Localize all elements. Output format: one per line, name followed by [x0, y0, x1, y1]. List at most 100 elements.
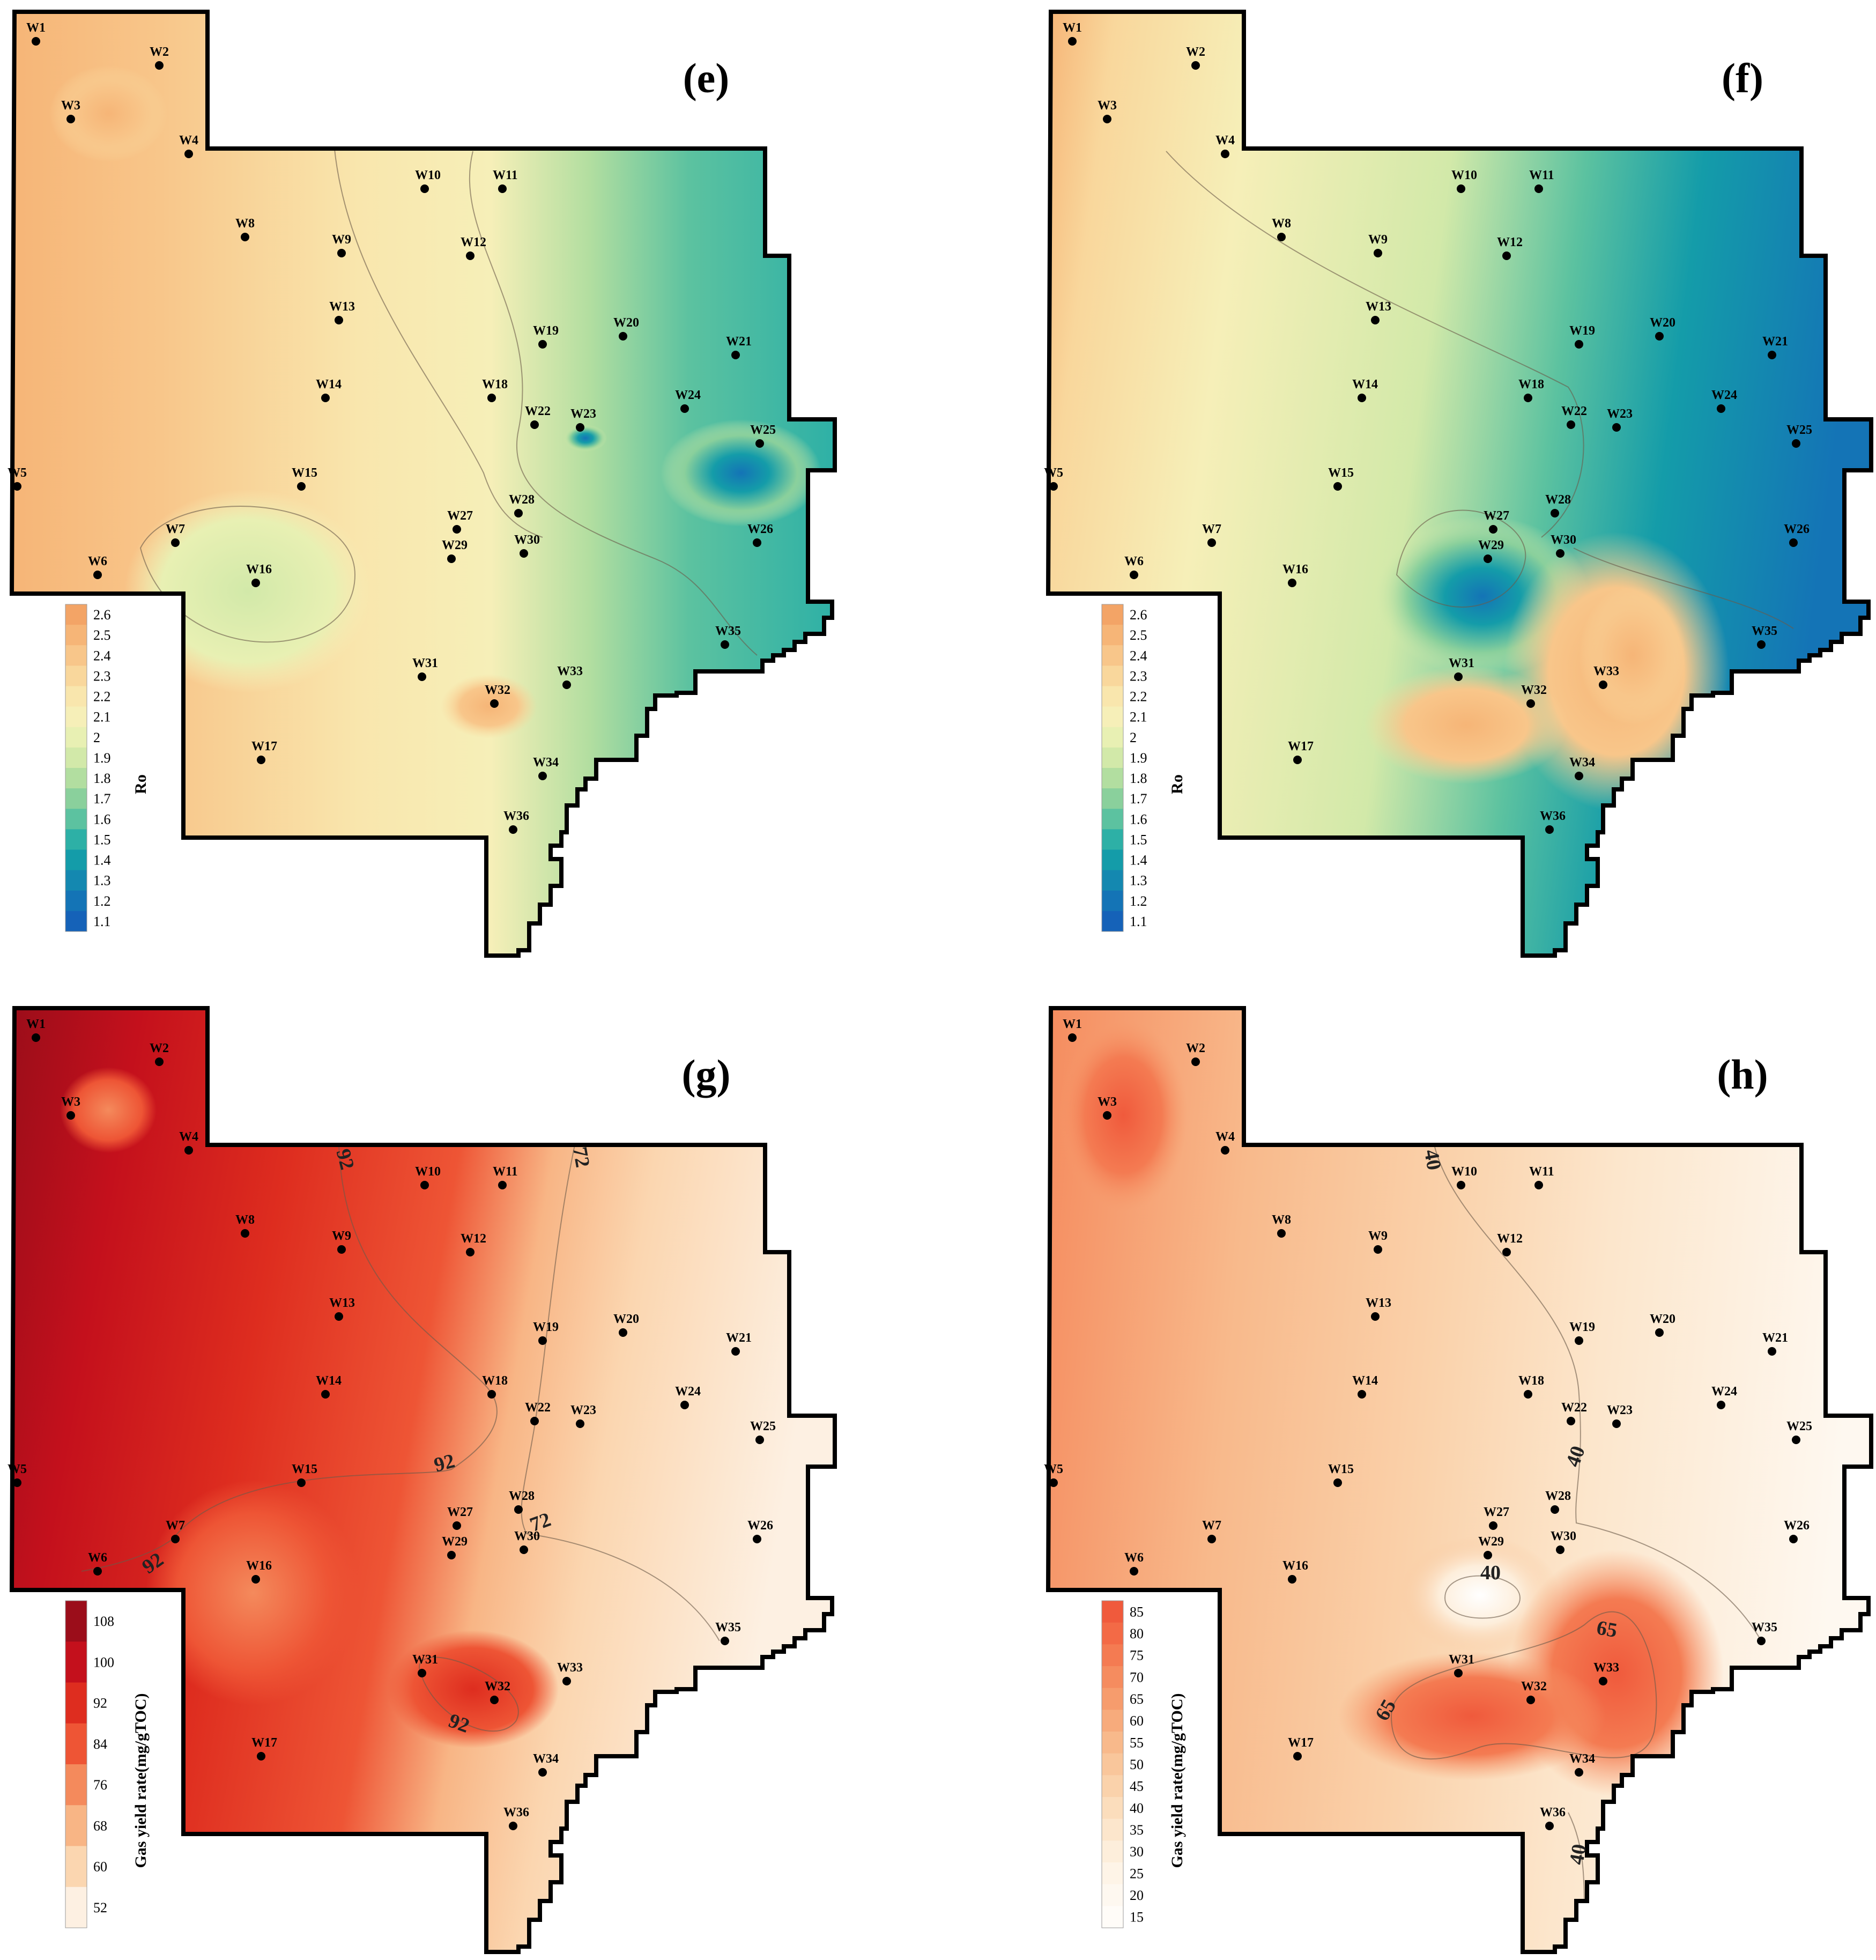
colorbar: 2.6 2.5 2.4 2.3 2.2 2.1 2 1.9 1.8 1.7 1.6 1.5 1.4 1.3…: [1101, 604, 1186, 932]
well-label: W10: [1451, 168, 1477, 182]
colorbar-tick-label: 30: [1130, 1844, 1144, 1860]
well-marker: [530, 1417, 539, 1425]
well-marker: [1358, 1390, 1366, 1399]
contour-line: [81, 1144, 498, 1572]
colorbar-tick-label: 45: [1130, 1779, 1144, 1794]
well-label: W12: [1497, 1232, 1523, 1246]
colorbar-swatch: [65, 747, 87, 768]
well-label: W28: [1545, 493, 1571, 507]
well-label: W35: [715, 1621, 741, 1634]
contour-label: 40: [1480, 1562, 1501, 1584]
colorbar-tick-label: 20: [1130, 1888, 1144, 1903]
well-label: W6: [1124, 1551, 1144, 1565]
colorbar-swatch: [65, 829, 87, 850]
well-marker: [1567, 1417, 1575, 1425]
well-label: W3: [1098, 99, 1117, 113]
colorbar-tick-label: 2.4: [1130, 648, 1147, 663]
well-marker: [1575, 340, 1583, 349]
well-label: W24: [675, 388, 701, 402]
colorbar-swatch: [65, 1601, 87, 1642]
well-marker: [453, 1521, 461, 1530]
well-marker: [297, 1478, 306, 1487]
panel-e: (e) W1 W2 W3 W4 W5 W6 W7 W8 W9 W10 W11 W12 W13 W14 W15 W…: [8, 12, 837, 961]
well-label: W21: [1762, 335, 1788, 349]
well-marker: [297, 482, 306, 491]
well-label: W25: [750, 1419, 776, 1433]
well-marker: [321, 1390, 330, 1399]
colorbar-tick-label: 1.8: [93, 771, 111, 786]
well-marker: [1768, 1347, 1776, 1356]
well-marker: [1333, 482, 1342, 491]
well-marker: [241, 233, 249, 241]
well-marker: [755, 439, 764, 448]
well-label: W7: [1202, 522, 1221, 536]
well-label: W35: [1752, 624, 1777, 638]
well-marker: [538, 340, 547, 349]
colorbar-swatch: [65, 1805, 87, 1846]
well-label: W32: [1521, 683, 1547, 697]
well-marker: [447, 1551, 456, 1559]
well-marker: [337, 249, 346, 257]
well-label: W11: [493, 1165, 518, 1179]
colorbar-tick-label: 1.1: [93, 914, 111, 929]
well-marker: [1526, 1696, 1535, 1704]
well-marker: [93, 571, 102, 579]
well-marker: [32, 1033, 40, 1042]
well-label: W6: [88, 554, 107, 568]
well-marker: [1333, 1478, 1342, 1487]
well-marker: [1524, 1390, 1532, 1399]
colorbar-swatch: [65, 870, 87, 891]
well-marker: [418, 1669, 426, 1677]
well-label: W22: [1561, 404, 1587, 418]
field-anomaly: [49, 65, 167, 162]
colorbar-tick-label: 25: [1130, 1866, 1144, 1881]
well-marker: [1288, 1575, 1296, 1584]
colorbar-swatch: [1102, 890, 1123, 912]
well-label: W17: [251, 739, 277, 753]
well-label: W33: [557, 664, 583, 678]
well-label: W21: [726, 1331, 752, 1345]
well-marker: [93, 1567, 102, 1576]
well-label: W30: [514, 1529, 540, 1543]
contour-line: [1444, 1575, 1521, 1619]
well-label: W20: [613, 316, 639, 330]
well-label: W1: [1063, 21, 1082, 35]
colorbar-swatch: [1102, 829, 1123, 850]
well-label: W25: [1786, 1419, 1812, 1433]
well-marker: [1293, 756, 1302, 764]
well-label: W34: [533, 756, 559, 770]
well-label: W5: [1044, 466, 1063, 480]
well-marker: [1049, 482, 1058, 491]
contour-line: [1573, 548, 1794, 629]
well-label: W22: [525, 404, 551, 418]
colorbar-swatch: [1102, 1601, 1123, 1623]
well-marker: [13, 1478, 21, 1487]
well-marker: [514, 509, 523, 517]
colorbar-tick-label: 35: [1130, 1822, 1144, 1838]
well-label: W17: [1288, 739, 1314, 753]
well-label: W18: [482, 378, 508, 391]
contour-line: [1166, 151, 1584, 538]
colorbar-tick-label: 75: [1130, 1648, 1144, 1663]
well-marker: [66, 115, 75, 123]
well-marker: [1551, 1505, 1559, 1514]
colorbar-tick-label: 1.9: [1130, 750, 1147, 766]
well-marker: [487, 394, 496, 402]
well-label: W12: [461, 235, 486, 249]
well-label: W5: [1044, 1462, 1063, 1476]
colorbar-swatch: [1102, 1840, 1123, 1863]
colorbar-swatch: [65, 1764, 87, 1806]
well-marker: [509, 1822, 517, 1830]
colorbar-tick-label: 1.3: [93, 873, 111, 889]
well-marker: [755, 1436, 764, 1444]
well-marker: [538, 1336, 547, 1345]
well-label: W13: [1366, 300, 1391, 314]
well-label: W22: [1561, 1401, 1587, 1415]
colorbar-title: Gas yield rate(mg/gTOC): [1168, 1693, 1186, 1868]
well-label: W2: [150, 1041, 169, 1055]
well-label: W20: [613, 1312, 639, 1326]
well-marker: [1454, 672, 1463, 681]
contour-line: [1434, 1144, 1762, 1641]
well-marker: [171, 538, 180, 547]
